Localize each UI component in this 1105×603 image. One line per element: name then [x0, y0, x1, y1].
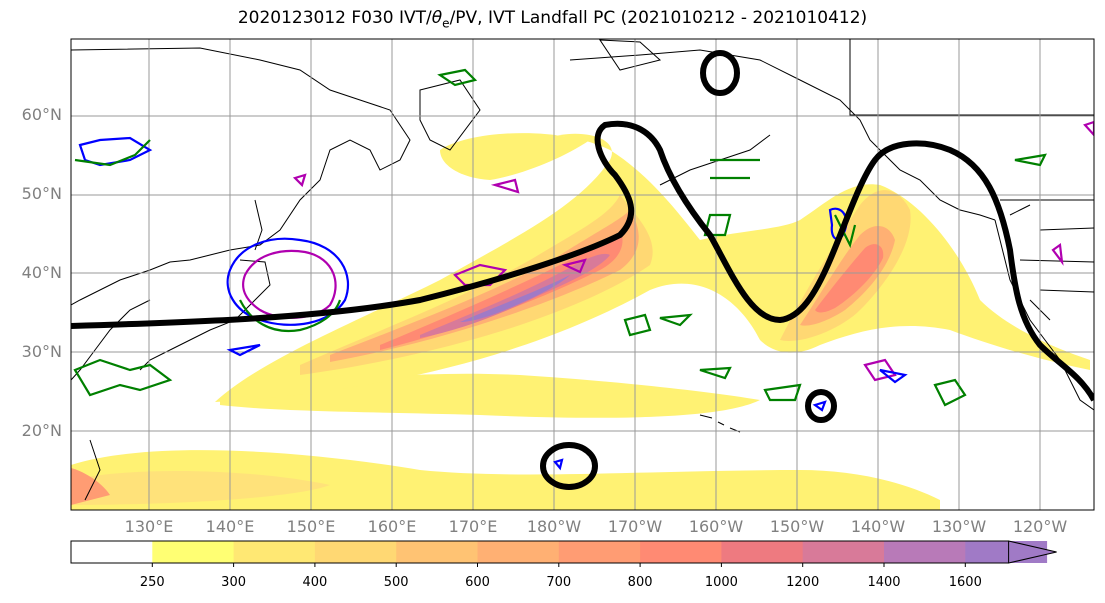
- contour-magenta-japan: [242, 249, 337, 319]
- lon-label-120w: 120°W: [1012, 517, 1068, 536]
- colorbar-segment: [71, 541, 153, 563]
- lat-label-60n: 60°N: [21, 105, 62, 124]
- contour-blue-small: [812, 400, 827, 412]
- lon-label-140w: 140°W: [850, 517, 906, 536]
- lon-label-150w: 150°W: [769, 517, 825, 536]
- lon-label-130e: 130°E: [124, 517, 174, 536]
- contour-green-mid-3: [659, 313, 693, 327]
- coast-asia: [71, 47, 411, 306]
- contour-blue-japan-south: [226, 343, 261, 357]
- pc-contour-main: [71, 120, 1094, 402]
- pv-thetae-contours: [73, 68, 1094, 471]
- ivt-ar-600: [330, 210, 639, 362]
- ivt-shading: [71, 133, 1090, 510]
- lon-label-130w: 130°W: [931, 517, 987, 536]
- contour-green-east: [763, 383, 802, 402]
- colorbar-tick-label: 250: [139, 575, 165, 590]
- colorbar: [70, 540, 1057, 567]
- contour-green-northwest: [74, 139, 151, 167]
- colorbar-segment: [152, 541, 235, 563]
- title-theta-subscript: e: [442, 16, 450, 31]
- ivt-band-tropical: [71, 450, 940, 510]
- contour-green-china: [73, 358, 173, 397]
- contour-green-mid-2: [623, 313, 652, 337]
- title-prefix: 2020123012 F030 IVT/: [237, 8, 432, 28]
- ivt-ar-1000: [380, 235, 623, 350]
- colorbar-segment: [314, 541, 397, 563]
- contour-blue-east: [879, 368, 908, 384]
- ivt-ar2-1000: [815, 244, 884, 313]
- coast-kamchatka: [419, 79, 481, 151]
- contour-magenta-north: [490, 178, 520, 194]
- contour-magenta-small: [292, 173, 307, 188]
- ivt-north-plume: [440, 134, 590, 180]
- contour-magenta-central-2: [561, 258, 587, 274]
- colorbar-tick-label: 400: [302, 575, 328, 590]
- title-suffix: /PV, IVT Landfall PC (2021010212 - 20210…: [449, 8, 868, 28]
- lon-label-170e: 170°E: [448, 517, 498, 536]
- colorbar-tick-label: 500: [383, 575, 409, 590]
- lat-label-20n: 20°N: [21, 421, 62, 440]
- lon-label-150e: 150°E: [286, 517, 336, 536]
- contour-green-ne: [1014, 153, 1047, 167]
- border-us-states: [1009, 204, 1094, 321]
- border-alaska-canada: [849, 39, 1094, 116]
- ivt-band-tropical-inner: [71, 470, 330, 505]
- lon-label-140e: 140°E: [205, 517, 255, 536]
- contour-blue-japan: [226, 237, 350, 326]
- colorbar-segment: [558, 541, 641, 563]
- contour-blue-tropical: [553, 458, 564, 471]
- map-title: 2020123012 F030 IVT/θe/PV, IVT Landfall …: [0, 8, 1105, 30]
- colorbar-segment: [396, 541, 478, 563]
- contour-green-aleutian: [710, 158, 760, 180]
- contour-green-east-3: [699, 366, 732, 380]
- map-content: [71, 39, 1094, 510]
- colorbar-tick-label: 1000: [704, 575, 738, 590]
- colorbar-tick-label: 600: [465, 575, 490, 590]
- contour-magenta-east: [863, 358, 897, 382]
- coast-philippines: [84, 439, 101, 501]
- colorbar-segment: [884, 541, 966, 563]
- contour-green-kamchatka: [437, 68, 478, 87]
- contour-magenta-ne-2: [1051, 243, 1064, 266]
- colorbar-tick-label: 1400: [867, 575, 901, 590]
- contour-magenta-ne: [1083, 120, 1094, 137]
- colorbar-segment: [477, 541, 560, 563]
- pc-contour-arctic: [700, 50, 740, 96]
- colorbar-tick-label: 700: [546, 575, 572, 590]
- lat-label-40n: 40°N: [21, 263, 62, 282]
- colorbar-extend-arrow: [1008, 540, 1057, 564]
- colorbar-segment: [721, 541, 804, 563]
- colorbar-segment: [802, 541, 885, 563]
- coast-china: [71, 299, 151, 381]
- colorbar-segment: [233, 541, 316, 563]
- gridlines: [71, 39, 1094, 510]
- map-frame: [70, 38, 1095, 511]
- title-theta: θ: [431, 8, 443, 28]
- lon-label-170w: 170°W: [607, 517, 663, 536]
- lon-label-160w: 160°W: [688, 517, 744, 536]
- lon-label-160e: 160°E: [367, 517, 417, 536]
- colorbar-border: [70, 540, 1009, 564]
- contour-green-east-2: [933, 378, 967, 407]
- colorbar-tick-label: 1600: [948, 575, 982, 590]
- ivt-ar-300: [300, 195, 653, 375]
- colorbar-tick-label: 800: [627, 575, 653, 590]
- coast-na-west: [994, 219, 1094, 411]
- lat-label-30n: 30°N: [21, 342, 62, 361]
- ivt-ar-1400: [420, 253, 610, 338]
- pc-contour-east: [805, 389, 837, 423]
- lon-label-180w: 180°W: [526, 517, 582, 536]
- contour-green-140w: [834, 214, 857, 249]
- pc-contours: [71, 50, 1094, 490]
- colorbar-segment: [640, 541, 722, 563]
- coast-arctic-island: [599, 39, 662, 71]
- lat-label-50n: 50°N: [21, 184, 62, 203]
- ivt-band-tropical-core: [71, 468, 110, 505]
- colorbar-tick-label: 1200: [786, 575, 820, 590]
- colorbar-tick-label: 300: [221, 575, 246, 590]
- pc-contour-tropical: [540, 442, 598, 490]
